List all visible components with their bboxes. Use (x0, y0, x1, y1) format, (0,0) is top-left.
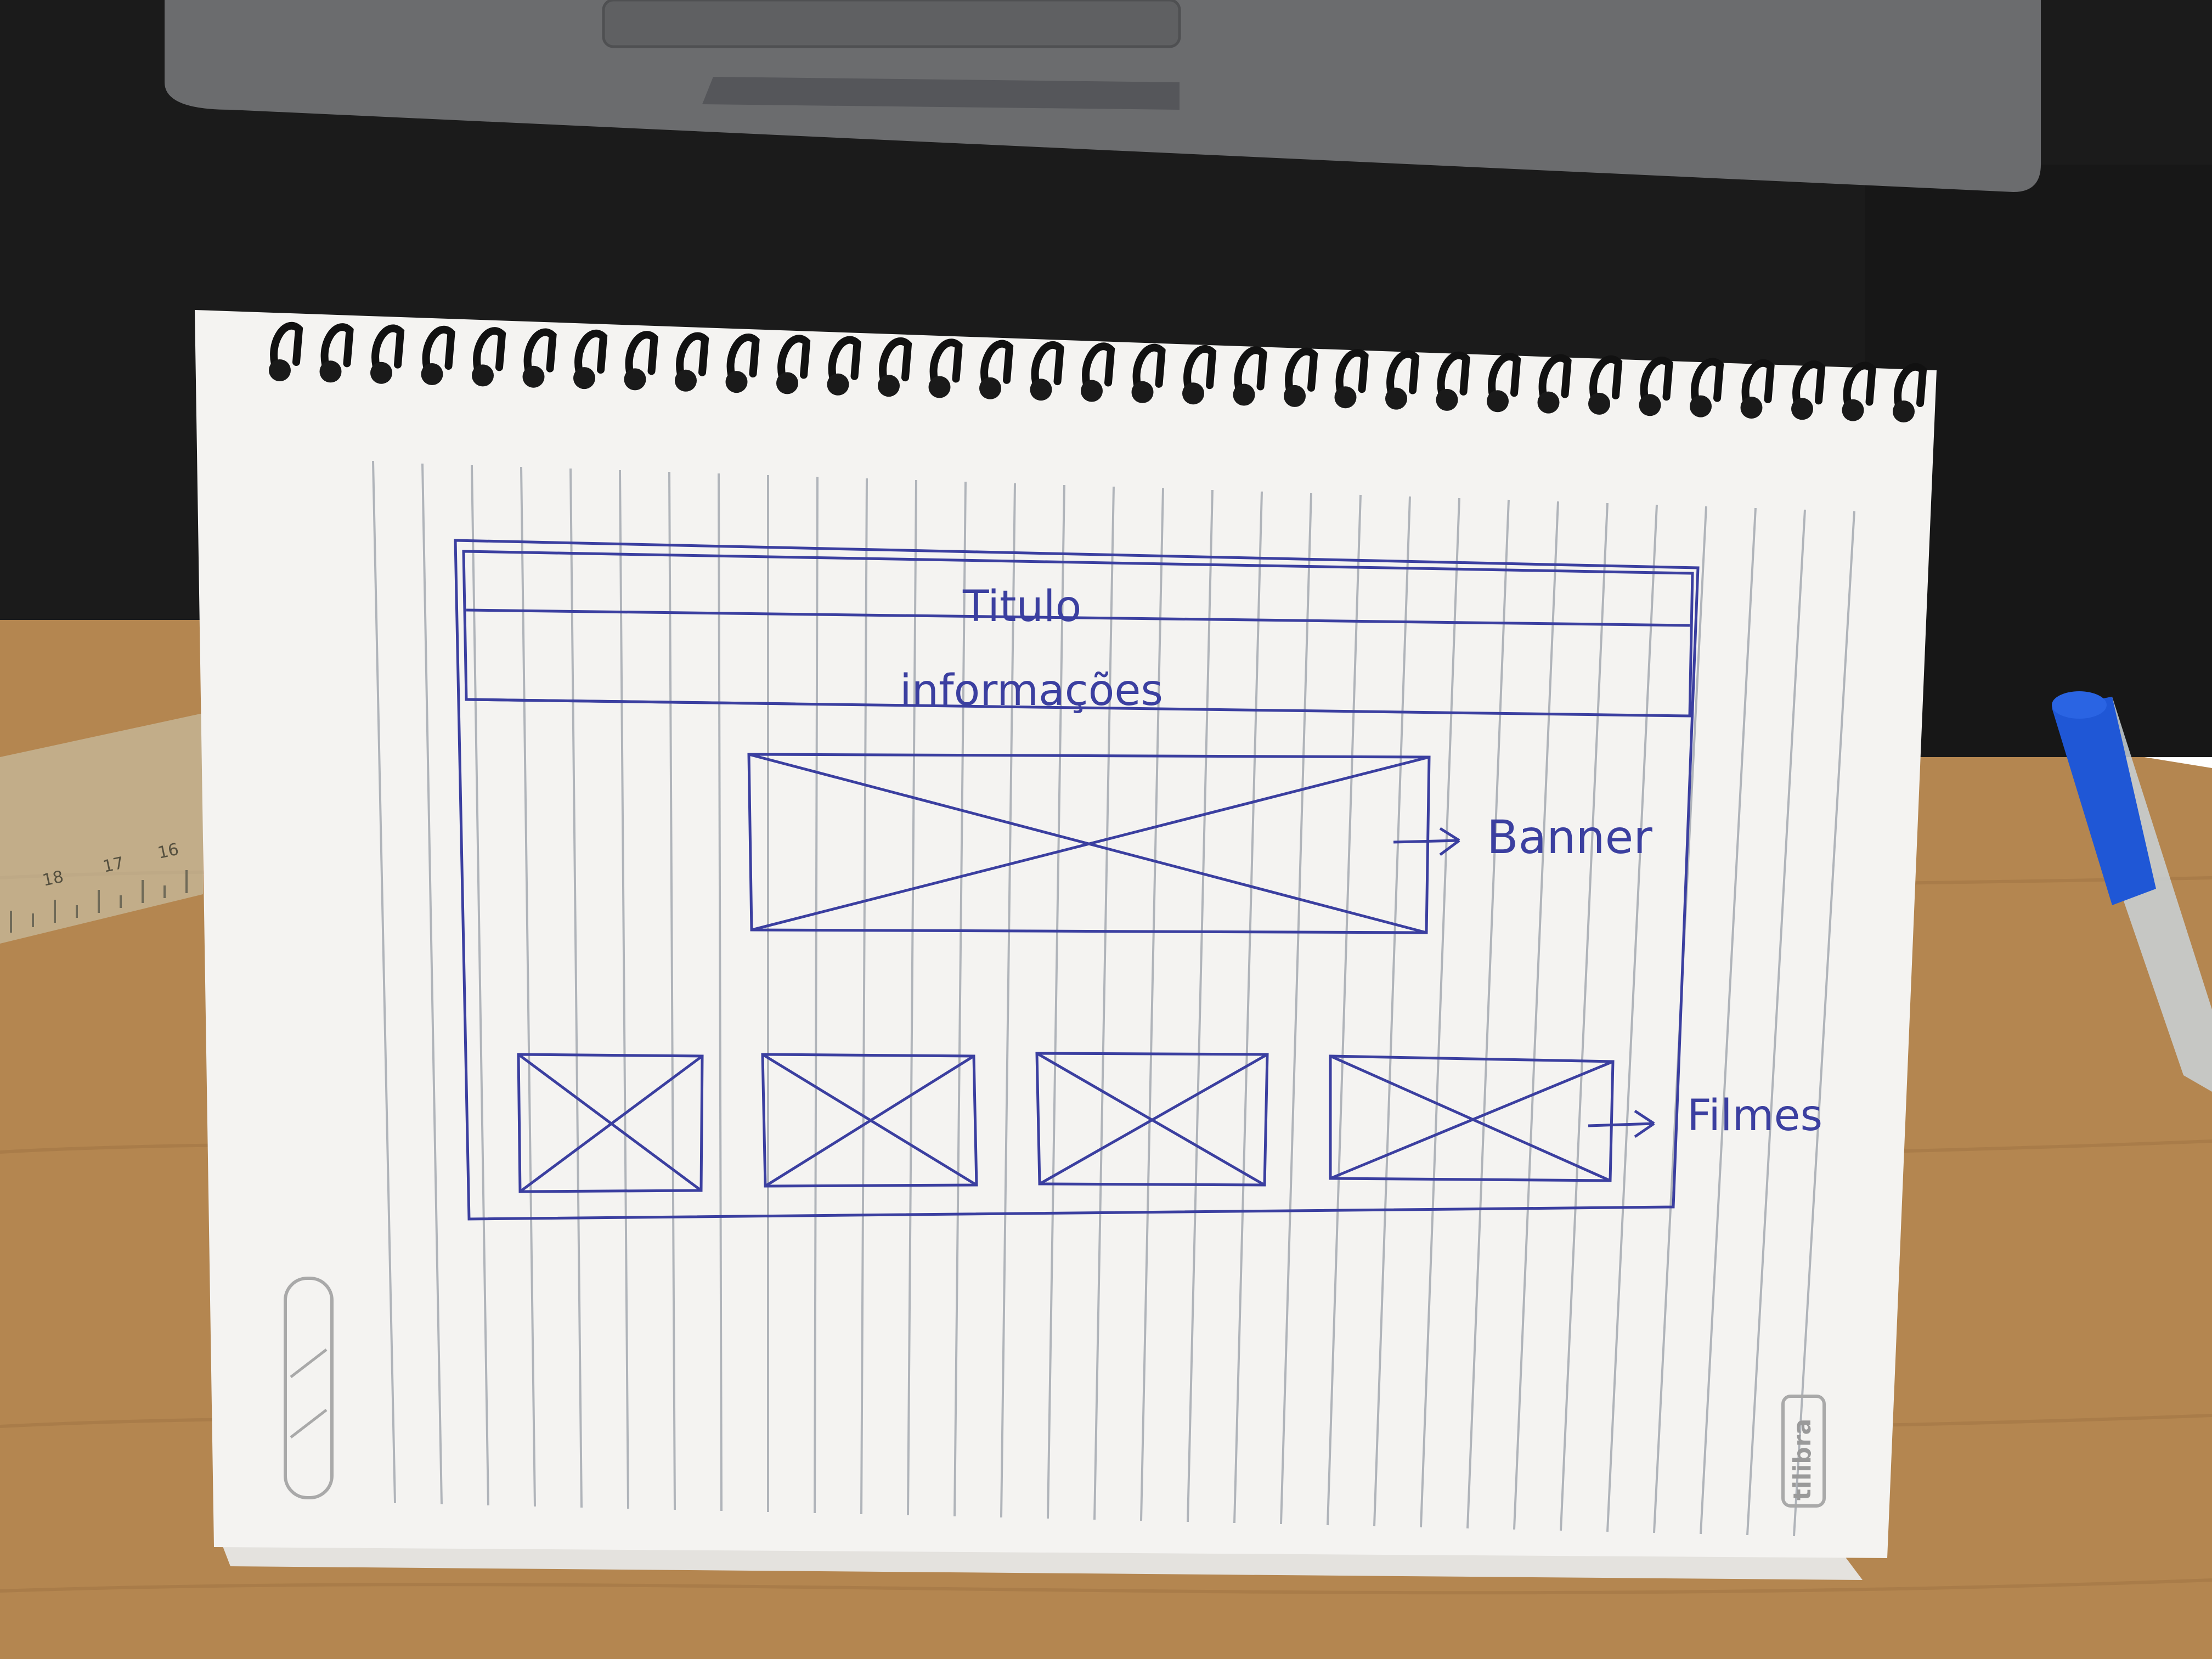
sketch-banner-label: Banner (1487, 810, 1652, 864)
spiral-coil (879, 337, 912, 390)
spiral-hole (776, 372, 798, 394)
banner-placeholder (747, 753, 1431, 934)
spiral-hole (573, 367, 595, 390)
spiral-coil (523, 328, 557, 381)
ruler-tick-label: 18 (41, 867, 65, 890)
header-divider (466, 698, 796, 706)
spiral-holes (269, 359, 1915, 422)
header-divider (466, 608, 1690, 627)
spiral-hole (1893, 400, 1915, 422)
spiral-hole (725, 371, 748, 393)
spiral-hole (1487, 390, 1509, 413)
header-box (462, 550, 1694, 718)
spiral-hole (1334, 386, 1357, 409)
spiral-coil (1538, 354, 1572, 407)
film-placeholder (1035, 1052, 1269, 1187)
spiral-hole (269, 359, 291, 381)
spiral-binding (270, 321, 1927, 415)
spiral-hole (928, 376, 951, 398)
spiral-coil (777, 335, 811, 387)
spiral-coil (676, 332, 709, 385)
notebook-page (195, 310, 1937, 1558)
spiral-coil (1792, 360, 1826, 413)
spiral-hole (675, 369, 697, 392)
spiral-coil (1589, 355, 1623, 408)
spiral-coil (1488, 353, 1521, 405)
spiral-hole (1385, 387, 1407, 410)
spiral-hole (1842, 399, 1864, 421)
spiral-coil (828, 336, 861, 388)
spiral-coil (1335, 349, 1369, 402)
sketch-info-label: informações (900, 666, 1163, 715)
ruler-tick-label: 16 (156, 840, 180, 863)
spiral-coil (1691, 358, 1724, 410)
spiral-hole (319, 360, 342, 383)
notebook-date-box (284, 1277, 334, 1499)
sketch-films-label: Filmes (1687, 1091, 1822, 1141)
ruler: 18 17 16 (0, 713, 203, 944)
spiral-coil (1386, 350, 1420, 403)
spiral-hole (1740, 397, 1763, 419)
spiral-hole (1639, 394, 1661, 416)
date-box-slash (290, 1409, 328, 1438)
spiral-coil (1082, 342, 1115, 395)
sketch-title-label: Titulo (962, 582, 1081, 631)
spiral-coil (270, 321, 303, 374)
film-placeholder (761, 1053, 978, 1188)
spiral-hole (421, 363, 443, 385)
laptop-trackpad (602, 0, 1181, 48)
spiral-coil (1741, 359, 1775, 411)
spiral-coil (625, 331, 658, 383)
spiral-hole (827, 373, 849, 396)
spiral-coil (574, 329, 608, 382)
spiral-hole (522, 365, 545, 388)
spiral-hole (979, 377, 1001, 399)
spiral-hole (1131, 381, 1154, 403)
banner-arrow (1393, 827, 1460, 856)
film-placeholder (517, 1053, 704, 1193)
outer-frame (454, 539, 1700, 1221)
wireframe-sketch (454, 539, 1700, 1221)
spiral-hole (1588, 392, 1610, 415)
spiral-hole (878, 375, 900, 397)
brand-label: tilibra (1788, 1419, 1816, 1500)
spiral-hole (1030, 379, 1052, 401)
spiral-hole (1791, 398, 1813, 420)
spiral-coil (371, 324, 405, 377)
laptop (165, 0, 2041, 192)
spiral-coil (1437, 351, 1470, 404)
spiral-coil (1031, 341, 1064, 394)
spiral-coil (1640, 357, 1673, 409)
spiral-coil (1894, 363, 1927, 415)
spiral-hole (370, 362, 392, 384)
spiral-coil (1234, 346, 1267, 399)
spiral-coil (1132, 343, 1166, 396)
film-placeholder (1329, 1054, 1615, 1182)
spiral-coil (1183, 345, 1217, 398)
spiral-coil (1843, 362, 1876, 414)
spiral-hole (1690, 395, 1712, 417)
spiral-hole (1284, 385, 1306, 407)
spiral-coil (929, 338, 963, 391)
films-arrow (1588, 1109, 1655, 1138)
spiral-coil (726, 333, 760, 386)
pen (2052, 691, 2212, 1092)
spiral-hole (624, 368, 646, 391)
spiral-coil (1285, 347, 1318, 400)
ruler-tick-label: 17 (101, 854, 126, 877)
spiral-coil (320, 323, 354, 376)
spiral-coil (473, 327, 506, 380)
spiral-coil (980, 340, 1014, 392)
spiral-hole (1537, 391, 1560, 414)
ruled-lines (372, 460, 1855, 1537)
spiral-hole (1182, 382, 1204, 405)
date-box-slash (290, 1348, 328, 1378)
spiral-hole (1436, 388, 1458, 411)
spiral-hole (472, 364, 494, 387)
spiral-hole (1081, 380, 1103, 402)
spiral-hole (1233, 383, 1255, 406)
spiral-coil (422, 325, 455, 379)
notebook-brand-logo: tilibra (1781, 1395, 1826, 1508)
